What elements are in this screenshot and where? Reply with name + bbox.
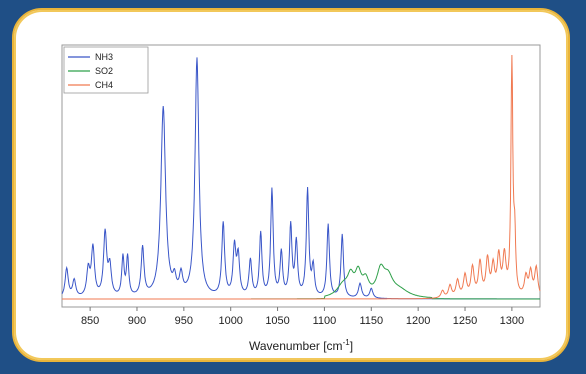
x-axis-label-main: Wavenumber [cm xyxy=(249,339,343,353)
legend: NH3 SO2 CH4 xyxy=(63,46,149,94)
x-tick-label-1300: 1300 xyxy=(500,315,524,327)
x-axis-label-close: ] xyxy=(350,339,353,353)
legend-label-so2: SO2 xyxy=(95,66,113,76)
x-tick-label-1050: 1050 xyxy=(265,315,289,327)
x-tick-label-1000: 1000 xyxy=(218,315,242,327)
x-axis-label-superscript: -1 xyxy=(343,338,351,347)
x-tick-label-1150: 1150 xyxy=(359,315,383,327)
series-layer xyxy=(61,54,541,300)
x-tick-label-950: 950 xyxy=(175,315,193,327)
x-tick-label-850: 850 xyxy=(81,315,99,327)
series-line-ch4 xyxy=(62,54,541,300)
x-tick-label-1100: 1100 xyxy=(313,315,337,327)
x-tick-label-1250: 1250 xyxy=(453,315,477,327)
legend-label-nh3: NH3 xyxy=(95,52,113,62)
x-axis-label: Wavenumber [cm-1] xyxy=(249,338,353,353)
x-tick-label-1200: 1200 xyxy=(406,315,430,327)
x-axis: 850 900 950 1000 1050 1100 1150 1200 1250 1300 xyxy=(81,307,524,327)
legend-label-ch4: CH4 xyxy=(95,80,113,90)
x-tick-label-900: 900 xyxy=(128,315,146,327)
